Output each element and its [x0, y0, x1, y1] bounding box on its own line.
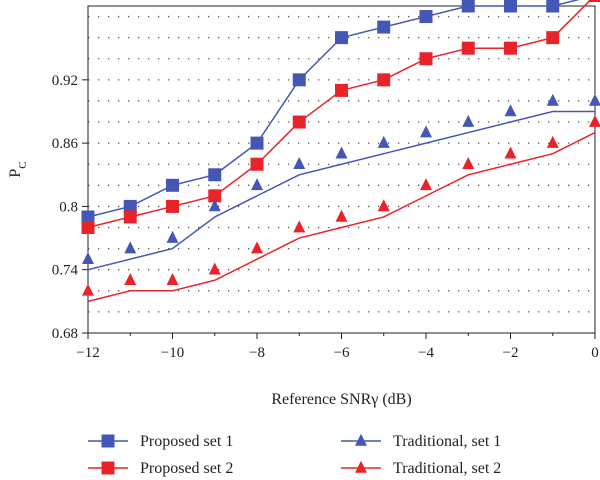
data-point [420, 178, 432, 191]
data-point [250, 157, 264, 171]
series-2 [81, 0, 600, 235]
series-1 [81, 0, 600, 224]
legend-label: Proposed set 1 [140, 433, 233, 450]
data-point [377, 199, 390, 212]
data-point [292, 73, 306, 87]
data-point [461, 41, 475, 55]
legend-item: Traditional, set 1 [341, 433, 501, 450]
data-point [504, 41, 517, 55]
data-point [82, 283, 94, 296]
plot-frame [87, 5, 596, 334]
data-point [208, 168, 222, 182]
data-point [504, 0, 517, 13]
x-tick-label: −12 [76, 345, 99, 361]
data-point [589, 93, 600, 106]
data-point [123, 210, 137, 224]
legend-marker [101, 461, 115, 475]
data-point [377, 20, 391, 34]
data-point [335, 146, 348, 159]
data-point [461, 0, 475, 13]
x-tick-label: −2 [503, 345, 519, 361]
legend-label: Traditional, set 2 [393, 460, 501, 477]
legend-item: Proposed set 1 [88, 433, 233, 450]
series-3 [82, 93, 600, 271]
data-point [504, 146, 517, 159]
data-point [208, 189, 222, 203]
x-axis-label: Reference SNRγ (dB) [271, 391, 411, 408]
data-point [419, 10, 433, 24]
data-point [377, 73, 391, 87]
legend-item: Traditional, set 2 [341, 460, 501, 477]
series-layer [81, 0, 600, 303]
data-point [250, 136, 264, 150]
y-axis-label: PC [7, 161, 29, 177]
data-point [293, 157, 306, 170]
y-tick-label: 0.68 [52, 326, 78, 342]
x-tick-label: −6 [334, 345, 350, 361]
data-point [124, 273, 137, 286]
data-point [293, 220, 306, 233]
legend-marker [355, 460, 367, 473]
data-point [335, 83, 348, 97]
data-point [504, 104, 517, 117]
series-line [87, 110, 595, 271]
data-point [588, 0, 600, 2]
legend-marker [101, 434, 115, 448]
data-point [546, 135, 559, 148]
data-point [335, 31, 348, 45]
data-point [124, 241, 137, 254]
data-point [462, 114, 475, 127]
legend: Proposed set 1 Proposed set 2 Traditional,… [88, 433, 501, 477]
data-point [123, 199, 137, 213]
data-point [419, 52, 433, 66]
x-tick-label: 0 [591, 345, 599, 361]
y-tick-label: 0.8 [59, 199, 78, 215]
x-tick-label: −4 [418, 345, 434, 361]
data-point [420, 125, 432, 138]
series-line [87, 131, 596, 303]
legend-marker [355, 433, 367, 446]
y-axis-label-main: P [7, 169, 24, 178]
axis-ticks: 0.68 0.74 0.8 0.86 0.92 −12 −10 −8 −6 −4 −2 0 [52, 73, 599, 361]
data-point [546, 93, 559, 106]
series-4 [82, 114, 600, 303]
data-point [81, 210, 95, 224]
data-point [208, 262, 221, 275]
y-axis-label-sub: C [17, 161, 29, 168]
data-point [335, 209, 348, 222]
data-point [546, 0, 560, 13]
y-tick-label: 0.92 [52, 73, 78, 89]
legend-item: Proposed set 2 [88, 460, 233, 477]
data-point [166, 178, 179, 192]
y-tick-label: 0.74 [52, 263, 79, 279]
data-point [462, 157, 475, 170]
legend-label: Proposed set 2 [140, 460, 233, 477]
legend-label: Traditional, set 1 [393, 433, 501, 450]
data-point [166, 273, 179, 286]
data-point [81, 221, 95, 235]
data-point [546, 31, 560, 45]
x-tick-label: −10 [161, 345, 184, 361]
x-tick-label: −8 [249, 345, 265, 361]
data-point [292, 115, 306, 129]
data-point [166, 199, 179, 213]
data-point [589, 114, 600, 127]
data-point [166, 230, 179, 243]
data-point [251, 178, 263, 191]
data-point [82, 251, 94, 264]
data-point [251, 241, 263, 254]
y-tick-label: 0.86 [52, 136, 79, 152]
data-point [208, 199, 221, 212]
data-point [377, 135, 390, 148]
